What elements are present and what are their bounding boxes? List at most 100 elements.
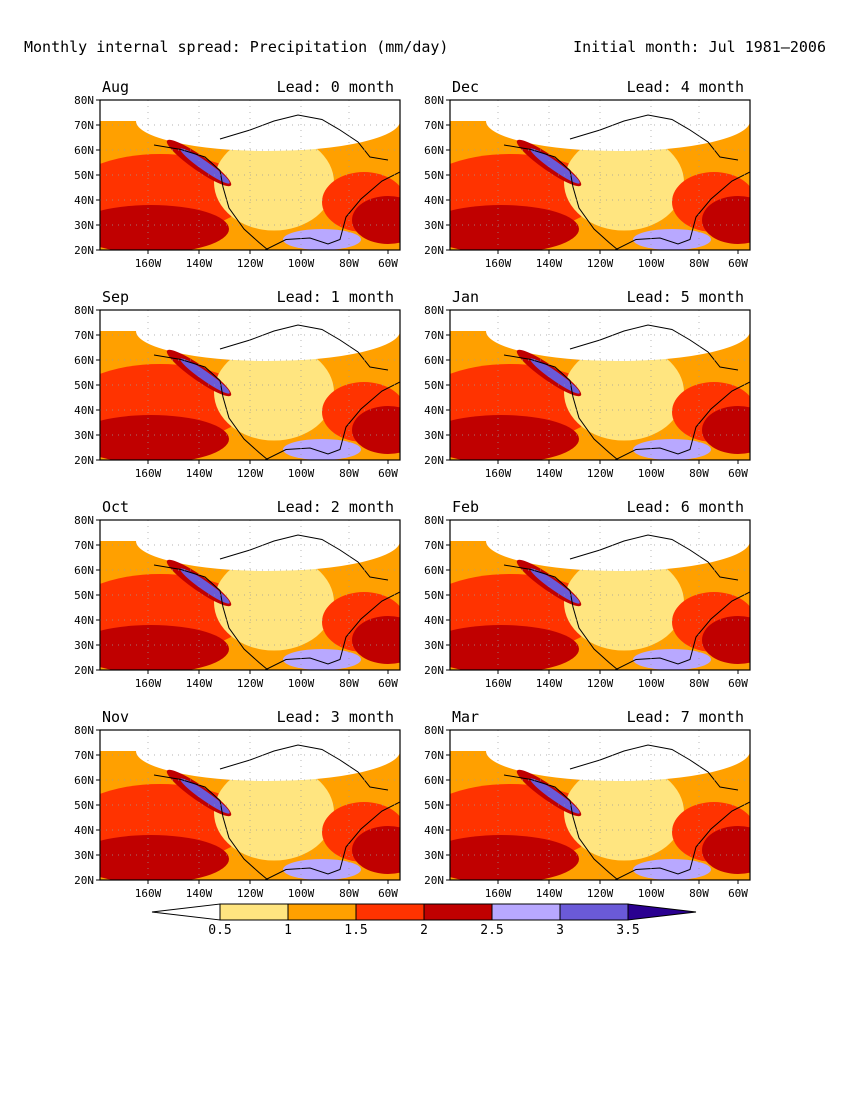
- contour-region: [100, 415, 229, 460]
- lon-tick-label: 120W: [587, 677, 614, 690]
- lon-tick-label: 160W: [135, 677, 162, 690]
- coastline: [503, 324, 750, 460]
- lat-tick-label: 40N: [74, 194, 94, 207]
- lat-tick-label: 80N: [74, 94, 94, 107]
- lat-tick-label: 80N: [424, 514, 444, 527]
- lat-tick-label: 30N: [74, 429, 94, 442]
- lat-tick-label: 30N: [424, 639, 444, 652]
- lon-tick-label: 80W: [339, 257, 359, 270]
- graticule: [450, 310, 750, 460]
- colorbar-label: 2: [420, 923, 428, 938]
- lon-tick-label: 80W: [689, 257, 709, 270]
- lat-tick-label: 30N: [424, 219, 444, 232]
- lat-tick-label: 40N: [74, 614, 94, 627]
- graticule: [450, 730, 750, 880]
- precipitation-field: [100, 730, 400, 880]
- contour-region: [486, 730, 750, 781]
- lat-tick-label: 50N: [74, 589, 94, 602]
- lon-tick-label: 60W: [378, 467, 398, 480]
- lat-tick-label: 80N: [74, 304, 94, 317]
- contour-region: [702, 826, 750, 874]
- figure-title: Monthly internal spread: Precipitation (…: [24, 38, 448, 56]
- lon-tick-label: 120W: [237, 677, 264, 690]
- contour-region: [136, 520, 400, 571]
- graticule: [100, 730, 400, 880]
- contour-region: [564, 134, 684, 231]
- lon-tick-label: 100W: [638, 467, 665, 480]
- lon-tick-label: 140W: [186, 257, 213, 270]
- contour-region: [214, 554, 334, 651]
- precipitation-field: [100, 100, 400, 250]
- lon-tick-label: 160W: [135, 257, 162, 270]
- lon-tick-label: 160W: [135, 467, 162, 480]
- map-panels: Aug Lead: 0 month 80N 70N 60N 50N 40N 30N 20N 160…: [74, 78, 751, 900]
- panel-lead-label: Lead: 4 month: [627, 78, 744, 96]
- lon-tick-label: 60W: [378, 677, 398, 690]
- contour-region: [100, 625, 229, 670]
- lat-tick-label: 60N: [424, 354, 444, 367]
- lon-tick-label: 120W: [587, 467, 614, 480]
- contour-region: [702, 616, 750, 664]
- lon-tick-label: 80W: [689, 887, 709, 900]
- map-panel: Dec Lead: 4 month 80N 70N 60N 50N 40N 30N 20N 160…: [424, 78, 751, 270]
- precipitation-field: [100, 310, 400, 460]
- contour-region: [214, 344, 334, 441]
- lat-tick-label: 60N: [74, 774, 94, 787]
- contour-region: [136, 310, 400, 361]
- colorbar-swatch: [287, 903, 357, 921]
- lat-tick-label: 40N: [424, 194, 444, 207]
- precipitation-field: [450, 100, 750, 250]
- contour-region: [450, 415, 579, 460]
- lon-tick-label: 120W: [237, 887, 264, 900]
- graticule: [450, 100, 750, 250]
- lat-tick-label: 70N: [74, 539, 94, 552]
- panel-lead-label: Lead: 1 month: [277, 288, 394, 306]
- lon-tick-label: 160W: [485, 887, 512, 900]
- precipitation-field: [450, 310, 750, 460]
- lon-tick-label: 140W: [536, 677, 563, 690]
- lat-tick-label: 40N: [424, 614, 444, 627]
- lon-tick-label: 140W: [186, 467, 213, 480]
- contour-region: [352, 826, 400, 874]
- lat-tick-label: 30N: [74, 639, 94, 652]
- lat-tick-label: 30N: [424, 429, 444, 442]
- coastline: [503, 114, 750, 250]
- lat-tick-label: 50N: [74, 799, 94, 812]
- lon-tick-label: 120W: [587, 257, 614, 270]
- contour-region: [180, 358, 230, 394]
- lon-tick-label: 100W: [288, 677, 315, 690]
- map-panel: Aug Lead: 0 month 80N 70N 60N 50N 40N 30N 20N 160…: [74, 78, 401, 270]
- lon-tick-label: 140W: [536, 887, 563, 900]
- lat-tick-label: 80N: [74, 514, 94, 527]
- colorbar-high-arrow: [627, 903, 697, 921]
- colorbar-swatch: [423, 903, 493, 921]
- colorbar-low-arrow: [151, 903, 221, 921]
- lat-tick-label: 20N: [424, 664, 444, 677]
- contour-region: [450, 625, 579, 670]
- contour-region: [214, 764, 334, 861]
- lat-tick-label: 70N: [74, 119, 94, 132]
- lat-tick-label: 60N: [424, 144, 444, 157]
- lon-tick-label: 80W: [689, 467, 709, 480]
- contour-region: [214, 134, 334, 231]
- contour-region: [702, 406, 750, 454]
- lon-tick-label: 80W: [689, 677, 709, 690]
- contour-region: [100, 205, 229, 250]
- contour-region: [352, 406, 400, 454]
- panel-month-label: Sep: [102, 288, 129, 306]
- lat-tick-label: 60N: [424, 774, 444, 787]
- lon-tick-label: 160W: [485, 677, 512, 690]
- panel-lead-label: Lead: 2 month: [277, 498, 394, 516]
- lat-tick-label: 20N: [74, 664, 94, 677]
- contour-region: [136, 100, 400, 151]
- lon-tick-label: 60W: [728, 467, 748, 480]
- lat-tick-label: 40N: [74, 404, 94, 417]
- lat-tick-label: 20N: [424, 244, 444, 257]
- lon-tick-label: 140W: [536, 467, 563, 480]
- lat-tick-label: 20N: [74, 874, 94, 887]
- precipitation-field: [100, 520, 400, 670]
- panel-lead-label: Lead: 5 month: [627, 288, 744, 306]
- lat-tick-label: 60N: [74, 354, 94, 367]
- coastline: [153, 324, 400, 460]
- graticule: [100, 310, 400, 460]
